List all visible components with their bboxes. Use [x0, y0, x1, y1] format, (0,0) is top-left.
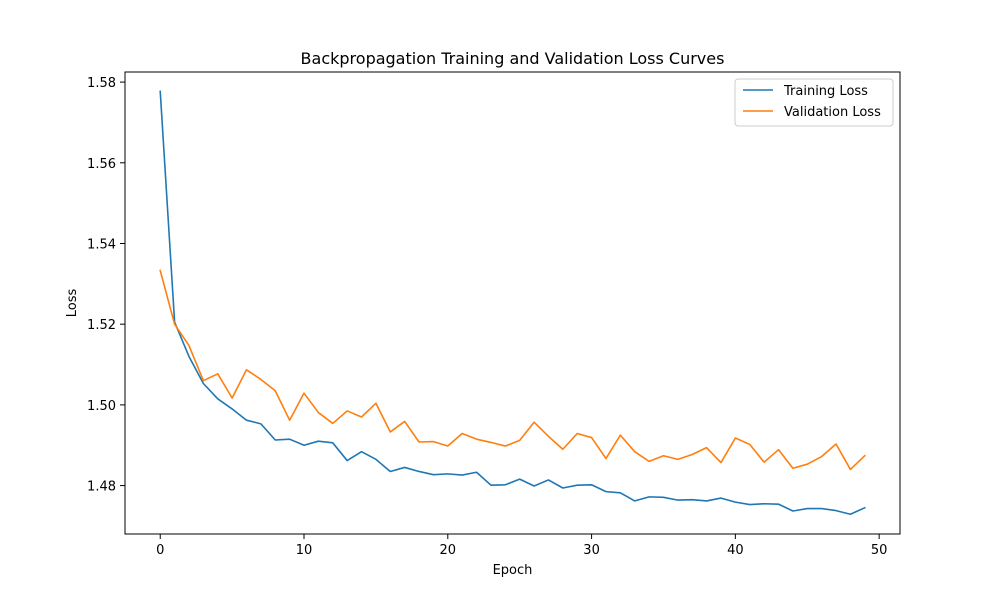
x-tick-label: 30 [583, 543, 600, 558]
y-tick-label: 1.58 [87, 76, 116, 91]
series-layer [159, 90, 866, 516]
y-tick-label: 1.56 [87, 157, 116, 172]
x-axis-label: Epoch [493, 563, 533, 578]
x-tick-label: 0 [156, 543, 164, 558]
plot-area [125, 72, 900, 534]
x-tick-label: 40 [727, 543, 744, 558]
legend-box [734, 78, 894, 127]
y-tick-label: 1.48 [87, 480, 116, 495]
y-tick-label: 1.54 [87, 237, 116, 252]
legend-label-training: Training Loss [783, 84, 868, 99]
series-line-validation-loss [159, 269, 866, 471]
x-axis-ticks: 0 10 20 30 40 50 [156, 534, 887, 558]
x-tick-label: 50 [871, 543, 888, 558]
legend: Training Loss Validation Loss [734, 78, 894, 127]
legend-label-validation: Validation Loss [784, 105, 881, 120]
y-tick-label: 1.52 [87, 318, 116, 333]
x-tick-label: 10 [296, 543, 313, 558]
y-axis-ticks: 1.48 1.50 1.52 1.54 1.56 1.58 [87, 76, 125, 495]
series-line-training-loss [159, 90, 866, 516]
axes-frame [124, 71, 901, 535]
y-tick-label: 1.50 [87, 399, 116, 414]
y-axis-label: Loss [65, 289, 80, 318]
x-tick-label: 20 [440, 543, 457, 558]
chart-title: Backpropagation Training and Validation … [301, 49, 725, 68]
